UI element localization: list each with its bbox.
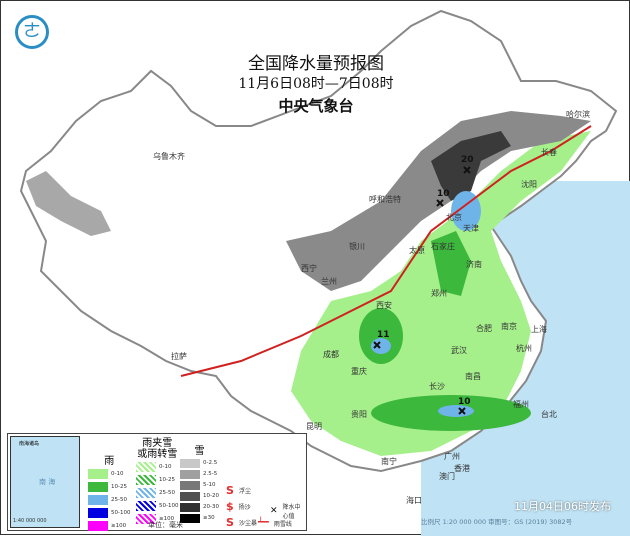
city-label: 香港 <box>454 464 470 473</box>
legend-precip-center: ✕ 降水中心值 <box>270 502 306 520</box>
forecast-period: 11月6日08时—7日08时 <box>238 76 394 92</box>
city-label: 合肥 <box>476 324 492 333</box>
rain-mod-central <box>431 231 471 296</box>
city-label: 重庆 <box>351 367 367 376</box>
legend-label: 0-2.5 <box>203 460 218 466</box>
rain-heavy-sichuan <box>371 338 391 354</box>
legend-label: 10-25 <box>159 477 175 483</box>
legend-label: ≥100 <box>111 523 127 529</box>
legend-label: 10-20 <box>203 493 219 499</box>
legend-label: ≥30 <box>203 515 215 521</box>
city-label: 上海 <box>531 325 547 334</box>
legend-rain-header: 雨 <box>104 456 115 467</box>
map-title: 全国降水量预报图 <box>248 54 384 74</box>
city-label: 澳门 <box>439 472 455 481</box>
city-label: 南京 <box>501 322 517 331</box>
legend-sandstorm: S 沙尘暴 <box>226 516 257 529</box>
city-label: 北京 <box>446 213 462 222</box>
city-label: 海口 <box>406 496 422 505</box>
city-label: 沈阳 <box>521 180 537 189</box>
legend-snow: 雪 0-2.5 2.5-5 5-10 10-20 20-30 ≥30 <box>180 442 219 523</box>
city-label: 兰州 <box>321 277 337 286</box>
legend-label: 20-30 <box>203 504 219 510</box>
line-icon: ┷━ <box>258 518 269 528</box>
legend-label: 降水中心值 <box>282 504 301 520</box>
city-label: 石家庄 <box>431 242 455 251</box>
precip-center: 10 <box>437 189 450 199</box>
city-label: 郑州 <box>431 289 447 298</box>
legend-mixed: 雨夹雪 或雨转雪 0-10 10-25 25-50 50-100 ≥100 <box>136 438 178 525</box>
legend-label: 0-10 <box>159 464 172 470</box>
legend-label: 扬沙 <box>238 504 251 511</box>
precip-center: 11 <box>377 330 390 340</box>
legend-label: 2.5-5 <box>203 471 218 477</box>
dust-icon: S <box>226 484 234 497</box>
city-label: 乌鲁木齐 <box>153 152 185 161</box>
city-label: 贵阳 <box>351 410 367 419</box>
south-china-sea-inset: 南海诸岛 南 海 1:40 000 000 <box>10 436 80 528</box>
inset-scale: 1:40 000 000 <box>13 518 47 524</box>
city-label: 西安 <box>376 301 392 310</box>
publish-time: 11月04日06时发布 <box>514 500 611 513</box>
city-label: 太原 <box>409 246 425 255</box>
legend-label: 5-10 <box>203 482 216 488</box>
legend-label: 雨雪线 <box>273 520 292 528</box>
city-label: 西宁 <box>301 264 317 273</box>
legend-label: ≥100 <box>159 516 175 522</box>
city-label: 天津 <box>463 224 479 233</box>
legend-floating-dust: S 浮尘 <box>226 484 251 497</box>
rain-mod-sichuan <box>359 308 403 364</box>
city-label: 拉萨 <box>171 352 187 361</box>
city-label: 杭州 <box>516 344 532 353</box>
cross-icon: ✕ <box>270 506 278 516</box>
precip-center-markers <box>373 166 471 415</box>
inset-label: 南海诸岛 <box>19 441 40 447</box>
sandstorm-icon: S <box>226 516 234 529</box>
city-label: 济南 <box>466 260 482 269</box>
scale-note: 比例尺 1:20 000 000 审图号：GS (2019) 3082号 <box>421 518 573 526</box>
legend-label: 沙尘暴 <box>238 520 257 527</box>
legend: 南海诸岛 南 海 1:40 000 000 雨 0-10 10-25 25-50… <box>7 433 307 531</box>
legend-blowing-sand: $ 扬沙 <box>226 500 251 513</box>
legend-snow-header: 雪 <box>194 446 205 457</box>
city-label: 台北 <box>541 410 557 419</box>
rain-heavy-north <box>451 191 481 231</box>
precip-center: 10 <box>458 397 471 407</box>
legend-label: 50-100 <box>111 510 131 516</box>
snow-heavy <box>431 131 511 201</box>
legend-label: 25-50 <box>159 490 175 496</box>
legend-rain: 雨 0-10 10-25 25-50 50-100 ≥100 <box>88 452 130 532</box>
city-label: 福州 <box>513 400 529 409</box>
city-label: 南宁 <box>381 457 397 466</box>
precip-center: 20 <box>461 155 474 165</box>
cma-logo: ㄜ <box>15 15 49 49</box>
city-label: 哈尔滨 <box>566 110 590 119</box>
legend-unit: 单位：毫米 <box>148 521 183 529</box>
legend-label: 10-25 <box>111 484 127 490</box>
legend-label: 0-10 <box>111 471 124 477</box>
legend-label: 25-50 <box>111 497 127 503</box>
city-label: 长春 <box>541 148 557 157</box>
sand-icon: $ <box>226 500 234 513</box>
rain-snow-line <box>180 125 592 377</box>
city-label: 广州 <box>444 452 460 461</box>
city-label: 昆明 <box>306 422 322 431</box>
city-label: 银川 <box>349 242 365 251</box>
legend-label: 浮尘 <box>238 488 251 495</box>
city-label: 南昌 <box>465 372 481 381</box>
city-label: 成都 <box>323 350 339 359</box>
city-label: 武汉 <box>451 346 467 355</box>
inset-sea-label: 南 海 <box>39 478 56 486</box>
legend-mixed-header: 雨夹雪 或雨转雪 <box>137 438 178 460</box>
city-label: 呼和浩特 <box>369 195 401 204</box>
rain-light-area <box>291 131 591 456</box>
legend-label: 50-100 <box>159 503 179 509</box>
city-label: 长沙 <box>429 382 445 391</box>
issuer: 中央气象台 <box>278 97 354 115</box>
snow-xinjiang <box>26 171 111 236</box>
legend-rain-snow-line: ┷━ 雨雪线 <box>258 518 292 528</box>
